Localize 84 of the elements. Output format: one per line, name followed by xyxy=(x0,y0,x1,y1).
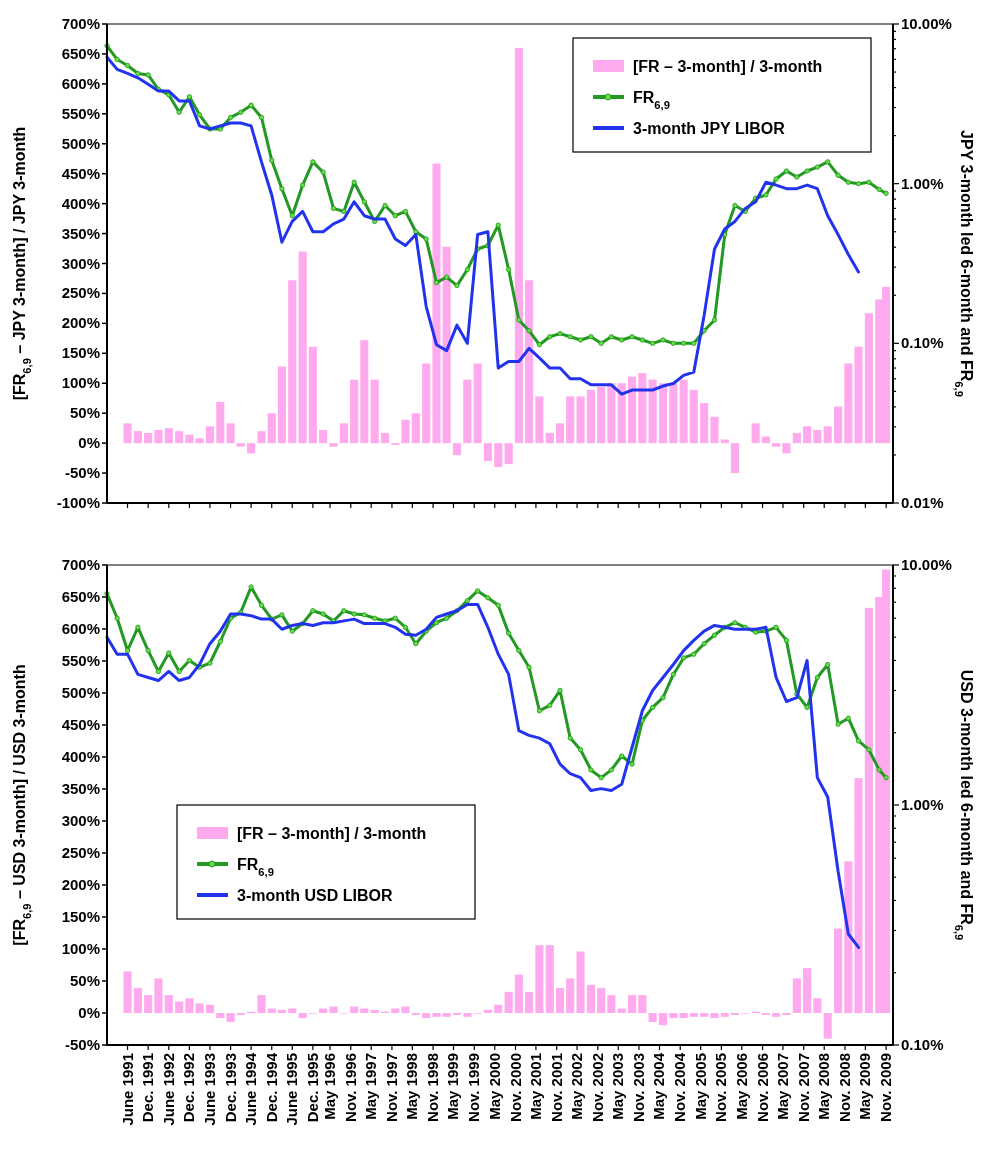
y-tick-label: 50% xyxy=(69,404,100,422)
y-tick-label: 550% xyxy=(61,652,100,669)
x-tick-label: May 2004 xyxy=(650,1052,668,1120)
x-tick-label: Dec. 1994 xyxy=(262,1052,280,1123)
y-tick-label: 500% xyxy=(61,134,100,152)
x-tick-label: May 2006 xyxy=(732,1053,750,1120)
y-tick-label: 0% xyxy=(78,434,100,452)
y-tick-label: 700% xyxy=(61,15,100,32)
y-tick-label: 150% xyxy=(61,908,100,925)
y-tick-label: 550% xyxy=(61,104,100,122)
y-tick-label: 0% xyxy=(78,1004,100,1021)
y-tick-label: 300% xyxy=(61,812,100,829)
x-tick-label: June 1994 xyxy=(242,1052,260,1126)
x-tick-label: Nov. 2006 xyxy=(753,1053,771,1122)
x-tick-label: Dec. 1995 xyxy=(303,1053,321,1123)
x-tick-label: May 2005 xyxy=(691,1053,709,1120)
x-tick-label: Nov. 2003 xyxy=(629,1053,647,1122)
y2-tick-label: 0.01% xyxy=(901,494,944,511)
y2-tick-label: 0.10% xyxy=(901,1036,944,1053)
x-tick-label: Nov. 2004 xyxy=(671,1052,689,1122)
y-tick-label: 100% xyxy=(61,940,100,957)
x-tick-label: Nov. 1999 xyxy=(465,1053,483,1122)
y-tick-label: 250% xyxy=(61,284,100,302)
x-tick-label: May 2000 xyxy=(485,1053,503,1120)
x-tick-label: May 1997 xyxy=(362,1053,380,1120)
y-tick-label: 200% xyxy=(61,314,100,332)
x-tick-label: June 1991 xyxy=(118,1053,136,1126)
x-tick-label: Nov. 2002 xyxy=(588,1053,606,1122)
x-tick-label: May 2002 xyxy=(568,1053,586,1120)
y-tick-label: 500% xyxy=(61,684,100,701)
x-tick-label: May 2003 xyxy=(609,1053,627,1120)
legend-label: 3-month USD LIBOR xyxy=(237,887,393,904)
x-tick-label: May 2001 xyxy=(526,1053,544,1120)
x-tick-label: Dec. 1991 xyxy=(139,1053,157,1123)
x-tick-label: May 1998 xyxy=(403,1053,421,1120)
y-tick-label: 50% xyxy=(69,972,100,989)
y-tick-label: 600% xyxy=(61,74,100,92)
y2-tick-label: 10.00% xyxy=(901,556,952,573)
x-tick-label: Nov. 1996 xyxy=(341,1053,359,1122)
y-tick-label: 400% xyxy=(61,194,100,212)
x-tick-label: May 1996 xyxy=(321,1053,339,1120)
y-tick-label: -100% xyxy=(56,494,100,511)
y2-tick-label: 10.00% xyxy=(901,15,952,32)
legend-label: FR$_{6,9}$ xyxy=(633,89,670,111)
x-tick-label: Nov. 1997 xyxy=(382,1053,400,1122)
y2-tick-label: 1.00% xyxy=(901,796,944,813)
x-tick-label: June 1992 xyxy=(159,1053,177,1126)
y-tick-label: 450% xyxy=(61,716,100,733)
legend-label: 3-month JPY LIBOR xyxy=(633,120,786,137)
x-tick-label: Dec. 1993 xyxy=(221,1053,239,1123)
x-tick-label: Nov. 2007 xyxy=(794,1053,812,1122)
legend-label: [FR – 3-month] / 3-month xyxy=(237,825,427,842)
y-tick-label: 100% xyxy=(61,374,100,392)
y-tick-label: 400% xyxy=(61,748,100,765)
x-tick-label: Nov. 2001 xyxy=(547,1053,565,1122)
y-tick-label: -50% xyxy=(64,464,100,482)
x-tick-label: Nov. 2005 xyxy=(712,1053,730,1122)
x-tick-label: June 1995 xyxy=(283,1053,301,1126)
y-tick-label: -50% xyxy=(64,1036,100,1053)
x-tick-label: Nov. 2009 xyxy=(877,1053,895,1122)
y-tick-label: 450% xyxy=(61,164,100,182)
y-tick-label: 200% xyxy=(61,876,100,893)
legend-label: [FR – 3-month] / 3-month xyxy=(633,58,823,75)
x-tick-label: May 2007 xyxy=(773,1053,791,1120)
y-tick-label: 150% xyxy=(61,344,100,362)
x-tick-label: Dec. 1992 xyxy=(180,1053,198,1123)
y-tick-label: 350% xyxy=(61,780,100,797)
x-tick-label: June 1993 xyxy=(200,1053,218,1126)
y2-tick-label: 0.10% xyxy=(901,334,944,352)
x-tick-label: May 2009 xyxy=(856,1053,874,1120)
y-tick-label: 350% xyxy=(61,224,100,242)
legend-label: FR$_{6,9}$ xyxy=(237,856,274,878)
y-tick-label: 700% xyxy=(61,556,100,573)
y-tick-label: 650% xyxy=(61,44,100,62)
y-tick-label: 250% xyxy=(61,844,100,861)
y2-tick-label: 1.00% xyxy=(901,174,944,192)
x-tick-label: May 2008 xyxy=(815,1053,833,1120)
y-tick-label: 650% xyxy=(61,588,100,605)
x-tick-label: Nov. 1998 xyxy=(424,1053,442,1122)
x-tick-label: May 1999 xyxy=(444,1053,462,1120)
x-tick-label: Nov. 2000 xyxy=(506,1053,524,1122)
x-tick-label: Nov. 2008 xyxy=(835,1053,853,1122)
y-tick-label: 600% xyxy=(61,620,100,637)
y-tick-label: 300% xyxy=(61,254,100,272)
